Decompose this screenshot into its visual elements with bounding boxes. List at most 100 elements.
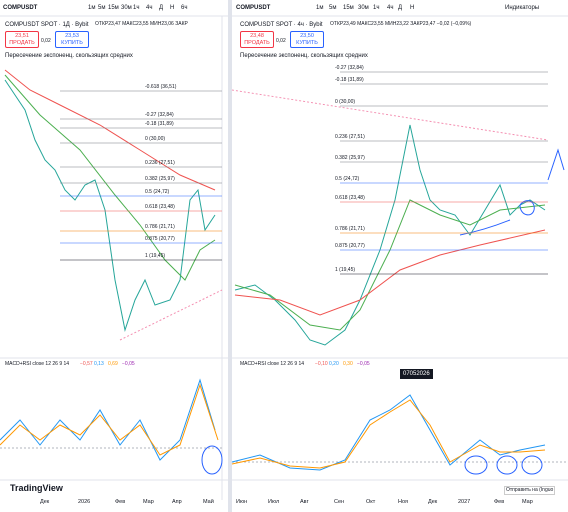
signal-line <box>231 399 546 469</box>
timeframe[interactable]: 5м <box>98 5 106 11</box>
x-axis-label: Дек <box>40 499 50 505</box>
macd-value: −0,05 <box>122 361 135 367</box>
label: ПРОДАТЬ <box>244 39 270 46</box>
fib-label: 0.5 (24,72) <box>145 189 170 195</box>
macd-value: 0,69 <box>108 361 118 367</box>
x-axis-label: Мар <box>522 499 533 505</box>
legend-title: COMPUSDT SPOT · 1Д · Bybit <box>5 22 89 28</box>
indicators-button[interactable]: Индикаторы <box>505 5 540 11</box>
logo: TradingView <box>10 483 63 493</box>
fib-label: 0.382 (25,97) <box>145 176 175 182</box>
timeframe[interactable]: Д <box>159 5 164 11</box>
macd-value: −0,05 <box>357 361 370 367</box>
fib-label: 0.618 (23,48) <box>145 204 175 210</box>
ema-slow <box>234 229 546 316</box>
legend-title: COMPUSDT SPOT · 4ч · Bybit <box>240 22 323 28</box>
x-axis-label: Апр <box>172 499 182 505</box>
ohlc: ОТКР23,47 МАКС23,55 МИН23,06 ЗАКР <box>95 21 188 27</box>
label: ПРОДАТЬ <box>9 39 35 46</box>
fib-label: 0.236 (27,51) <box>335 134 365 140</box>
sell-button[interactable]: 23,51 ПРОДАТЬ <box>5 31 39 49</box>
x-axis-label: Июл <box>268 499 280 505</box>
x-axis-label: Окт <box>366 499 376 505</box>
macd-value: −0,10 <box>315 361 328 367</box>
timeframe[interactable]: 6ч <box>181 5 188 11</box>
fib-label: -0.618 (36,51) <box>145 84 177 90</box>
fib-label: 0.5 (24,72) <box>335 176 360 182</box>
x-axis-label: Ноя <box>398 499 409 505</box>
fib-label: -0.27 (32,84) <box>145 112 174 118</box>
timeframe[interactable]: 1м <box>88 5 96 11</box>
buy-button[interactable]: 23,53 КУПИТЬ <box>55 31 89 49</box>
macd-value: 0,30 <box>343 361 353 367</box>
x-axis-label: 2027 <box>458 499 471 505</box>
fib-label: 1 (19,45) <box>335 267 356 273</box>
macd-title: MACD+RSI close 12 26 9 14 <box>5 361 70 367</box>
macd-line <box>231 394 546 471</box>
price: 23,48 <box>250 33 264 39</box>
timeframe[interactable]: Д <box>398 5 403 11</box>
fib-label: 1 (19,45) <box>145 253 166 259</box>
label: КУПИТЬ <box>61 39 83 46</box>
tooltip: 07052026 <box>400 369 433 379</box>
ohlc: ОТКР23,49 МАКС23,55 МИН23,22 ЗАКР23,47 −… <box>330 21 472 27</box>
ema-slow <box>4 69 216 191</box>
fib-label: 0.236 (27,51) <box>145 160 175 166</box>
spread: 0,02 <box>276 38 286 44</box>
x-axis-label: Фев <box>115 499 126 505</box>
x-axis-label: Май <box>203 499 214 505</box>
price-line <box>234 124 546 346</box>
fib-label: -0.27 (32,84) <box>335 65 364 71</box>
macd-value: −0,57 <box>80 361 93 367</box>
symbol[interactable]: COMPUSDT <box>3 5 38 11</box>
x-axis-label: Июн <box>236 499 248 505</box>
fib-label: -0.18 (31,89) <box>145 121 174 127</box>
trend-line <box>231 89 549 141</box>
send-button[interactable]: Отправить на (Inguo <box>504 486 556 495</box>
fib-label: 0.382 (25,97) <box>335 155 365 161</box>
trend-line <box>119 289 223 341</box>
ema-fast <box>234 199 546 331</box>
fib-label: 0.875 (20,77) <box>335 243 365 249</box>
macd-value: 0,13 <box>94 361 104 367</box>
timeframe[interactable]: Н <box>170 5 175 11</box>
x-axis-label: 2026 <box>78 499 91 505</box>
x-axis-label: Авг <box>300 499 309 505</box>
drawing <box>201 445 223 475</box>
signal-line <box>0 383 219 456</box>
price-line <box>4 79 216 332</box>
drawing <box>459 148 565 236</box>
fib-label: 0.875 (20,77) <box>145 236 175 242</box>
timeframe[interactable]: 1ч <box>373 5 380 11</box>
sell-button[interactable]: 23,48 ПРОДАТЬ <box>240 31 274 49</box>
topbar-bg <box>0 0 568 16</box>
timeframe[interactable]: 5м <box>329 5 337 11</box>
timeframe[interactable]: 1ч <box>133 5 140 11</box>
fib-label: 0.786 (21,71) <box>145 224 175 230</box>
x-axis-label: Сен <box>334 499 345 505</box>
timeframe[interactable]: 30м <box>358 5 369 11</box>
splitter <box>228 0 232 512</box>
timeframe[interactable]: 4ч <box>146 5 153 11</box>
timeframe[interactable]: 4ч <box>387 5 394 11</box>
price: 23,53 <box>65 33 79 39</box>
timeframe[interactable]: 15м <box>343 5 354 11</box>
drawing <box>464 455 488 475</box>
fib-lines <box>60 71 548 275</box>
buy-button[interactable]: 23,50 КУПИТЬ <box>290 31 324 49</box>
price: 23,50 <box>300 33 314 39</box>
fib-label: 0 (30,00) <box>335 99 356 105</box>
timeframe[interactable]: 1м <box>316 5 324 11</box>
timeframe[interactable]: 15м <box>108 5 119 11</box>
timeframe[interactable]: Н <box>410 5 415 11</box>
x-axis-label: Фев <box>494 499 505 505</box>
macd-title: MACD+RSI close 12 26 9 14 <box>240 361 305 367</box>
timeframe[interactable]: 30м <box>121 5 132 11</box>
fib-label: -0.18 (31,89) <box>335 77 364 83</box>
fib-label: 0.618 (23,48) <box>335 195 365 201</box>
spread: 0,02 <box>41 38 51 44</box>
symbol[interactable]: COMPUSDT <box>236 5 271 11</box>
fib-label: 0.786 (21,71) <box>335 226 365 232</box>
